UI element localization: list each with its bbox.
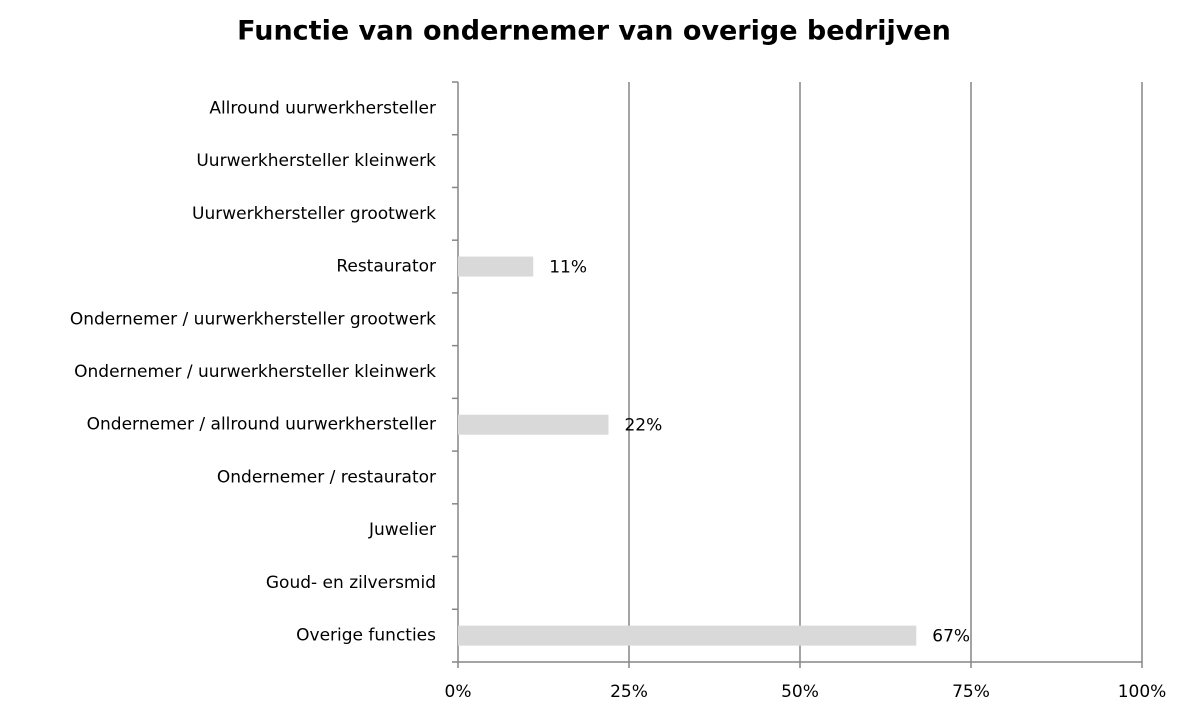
x-tick-label: 50% <box>781 682 819 702</box>
bar <box>458 256 534 277</box>
data-label: 22% <box>624 416 662 436</box>
x-tick-label: 0% <box>445 682 472 702</box>
x-tick-label: 100% <box>1118 682 1167 702</box>
y-tick-label: Ondernemer / uurwerkhersteller grootwerk <box>70 309 436 329</box>
y-tick-label: Ondernemer / allround uurwerkhersteller <box>87 415 436 435</box>
x-tick-label: 75% <box>952 682 990 702</box>
data-label: 11% <box>549 258 587 278</box>
y-tick-label: Goud- en zilversmid <box>266 573 436 593</box>
bar <box>458 625 917 646</box>
bar <box>458 414 609 435</box>
y-tick-label: Uurwerkhersteller grootwerk <box>192 204 436 224</box>
y-tick-label: Overige functies <box>296 626 436 646</box>
y-tick-label: Allround uurwerkhersteller <box>209 98 436 118</box>
data-label: 67% <box>932 627 970 647</box>
y-tick-label: Uurwerkhersteller kleinwerk <box>196 151 436 171</box>
y-tick-label: Ondernemer / restaurator <box>217 467 436 487</box>
x-tick-label: 25% <box>610 682 648 702</box>
chart-title: Functie van ondernemer van overige bedri… <box>237 16 951 47</box>
y-tick-label: Ondernemer / uurwerkhersteller kleinwerk <box>74 362 436 382</box>
y-tick-label: Juwelier <box>368 520 436 540</box>
y-tick-label: Restaurator <box>336 257 436 277</box>
